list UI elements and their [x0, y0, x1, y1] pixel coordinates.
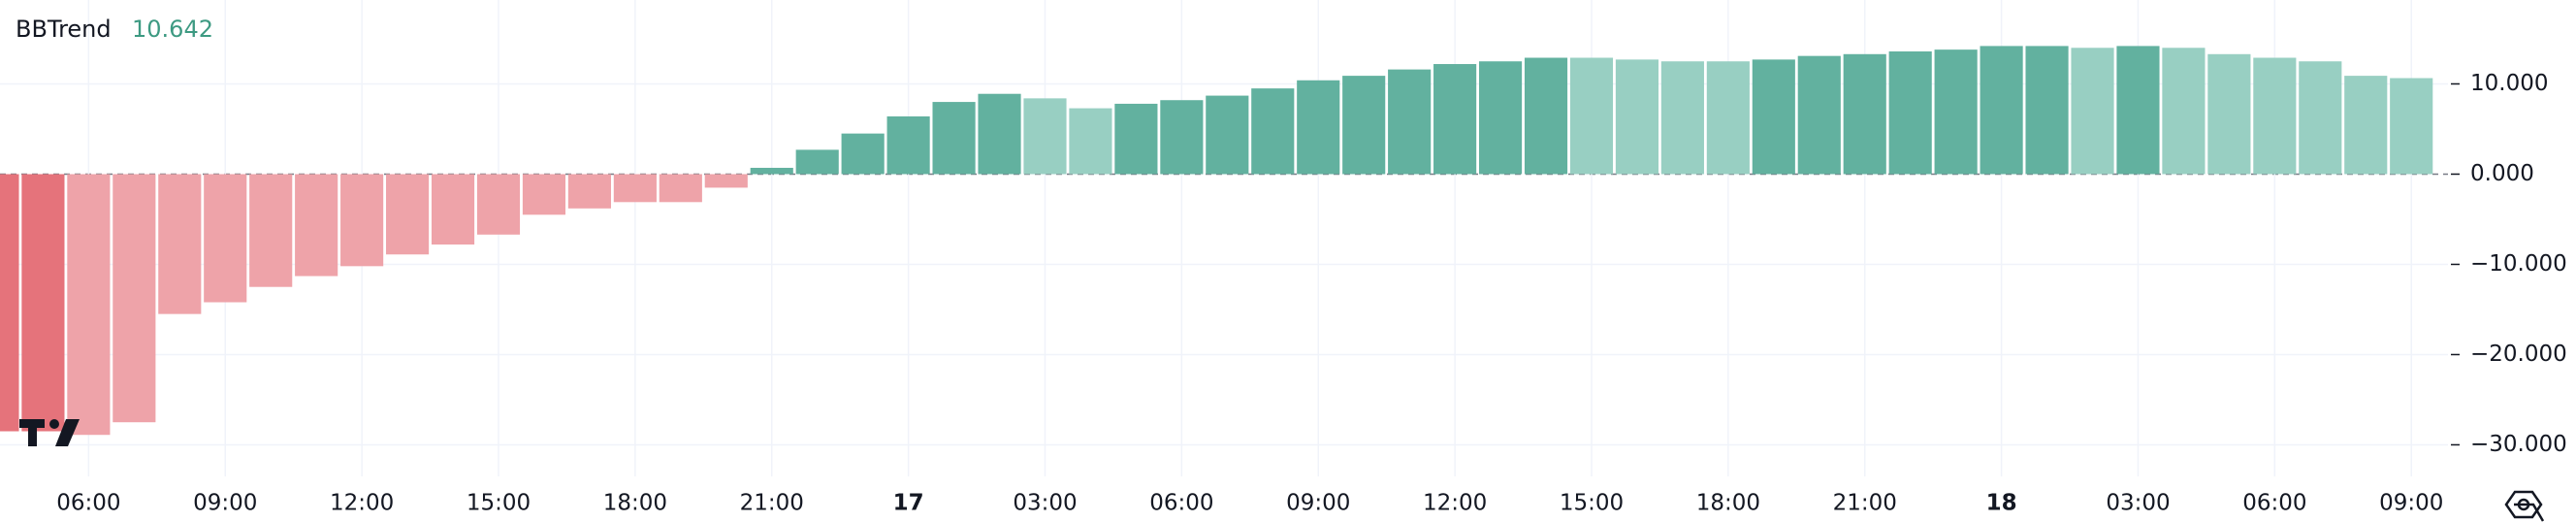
bar [1160, 100, 1204, 175]
bar [750, 167, 793, 175]
logo [19, 419, 80, 446]
chart-title: BBTrend [16, 16, 112, 43]
bar [932, 102, 976, 175]
bar [1388, 69, 1432, 175]
x-tick-label: 15:00 [1560, 491, 1624, 516]
bar [249, 174, 293, 287]
x-tick-label: 03:00 [1013, 491, 1077, 516]
bar [204, 174, 247, 303]
bar [567, 174, 611, 209]
x-tick-label: 21:00 [740, 491, 804, 516]
bar [0, 174, 19, 432]
bar [1706, 61, 1750, 175]
bar [1569, 57, 1614, 175]
bar [1934, 49, 1978, 175]
bar [1297, 80, 1340, 175]
labels: 10.000 0.000 −10.000 −20.000 −30.000 06:00 09:… [56, 71, 2567, 516]
x-tick-label: 06:00 [2242, 491, 2306, 516]
bar [2207, 53, 2251, 175]
bar [1251, 88, 1295, 175]
bar [1615, 59, 1659, 175]
bar [2162, 48, 2206, 175]
bar [1206, 95, 1249, 175]
bar [67, 174, 111, 436]
y-tick-label: −20.000 [2470, 342, 2567, 367]
bar [431, 174, 475, 245]
bar [841, 133, 885, 175]
x-tick-label: 06:00 [1149, 491, 1213, 516]
bar [1524, 57, 1568, 175]
bar [476, 174, 521, 235]
bar [1843, 53, 1886, 175]
bar [295, 174, 338, 277]
bar [1342, 76, 1386, 175]
bars [0, 46, 2433, 436]
bar [2299, 61, 2342, 175]
x-tick-label: 09:00 [1286, 491, 1350, 516]
bar [1797, 55, 1841, 175]
bar [340, 174, 384, 267]
bar [795, 149, 839, 175]
bar [522, 174, 566, 215]
bar [886, 115, 930, 175]
x-tick-label: 12:00 [1423, 491, 1487, 516]
bar [1478, 61, 1523, 175]
bar [1660, 61, 1704, 175]
x-tick-label: 18:00 [1696, 491, 1760, 516]
bar [2390, 78, 2433, 175]
bar [1069, 108, 1112, 175]
bar [21, 174, 65, 432]
y-tick-label: −10.000 [2470, 251, 2567, 277]
x-tick-label: 21:00 [1833, 491, 1897, 516]
y-tick-label: −30.000 [2470, 432, 2567, 457]
bar [1114, 103, 1158, 175]
bar [659, 174, 702, 203]
bar [613, 174, 657, 203]
bar [2071, 48, 2114, 175]
x-tick-label: 18:00 [603, 491, 667, 516]
current-value: 10.642 [132, 16, 213, 43]
bar [704, 174, 748, 188]
x-tick-label: 17 [893, 491, 924, 516]
bar [1888, 51, 1932, 175]
settings-icon[interactable] [2504, 490, 2545, 522]
x-tick-label: 12:00 [330, 491, 394, 516]
bar [2344, 76, 2388, 175]
bar [1023, 98, 1067, 175]
bar [386, 174, 430, 255]
bar [158, 174, 202, 314]
bar [113, 174, 156, 423]
y-tick-label: 0.000 [2470, 161, 2534, 186]
x-tick-label: 15:00 [467, 491, 531, 516]
bar [1433, 64, 1477, 175]
y-tick-label: 10.000 [2470, 71, 2548, 96]
bar [2025, 46, 2069, 175]
x-tick-label: 03:00 [2106, 491, 2170, 516]
bar [2116, 46, 2160, 175]
bar [1980, 46, 2023, 175]
x-tick-label: 18 [1986, 491, 2017, 516]
bar [1752, 59, 1795, 175]
bar [2253, 57, 2297, 175]
x-tick-label: 06:00 [56, 491, 120, 516]
bar [978, 93, 1021, 175]
x-tick-label: 09:00 [193, 491, 257, 516]
x-tick-label: 09:00 [2379, 491, 2443, 516]
